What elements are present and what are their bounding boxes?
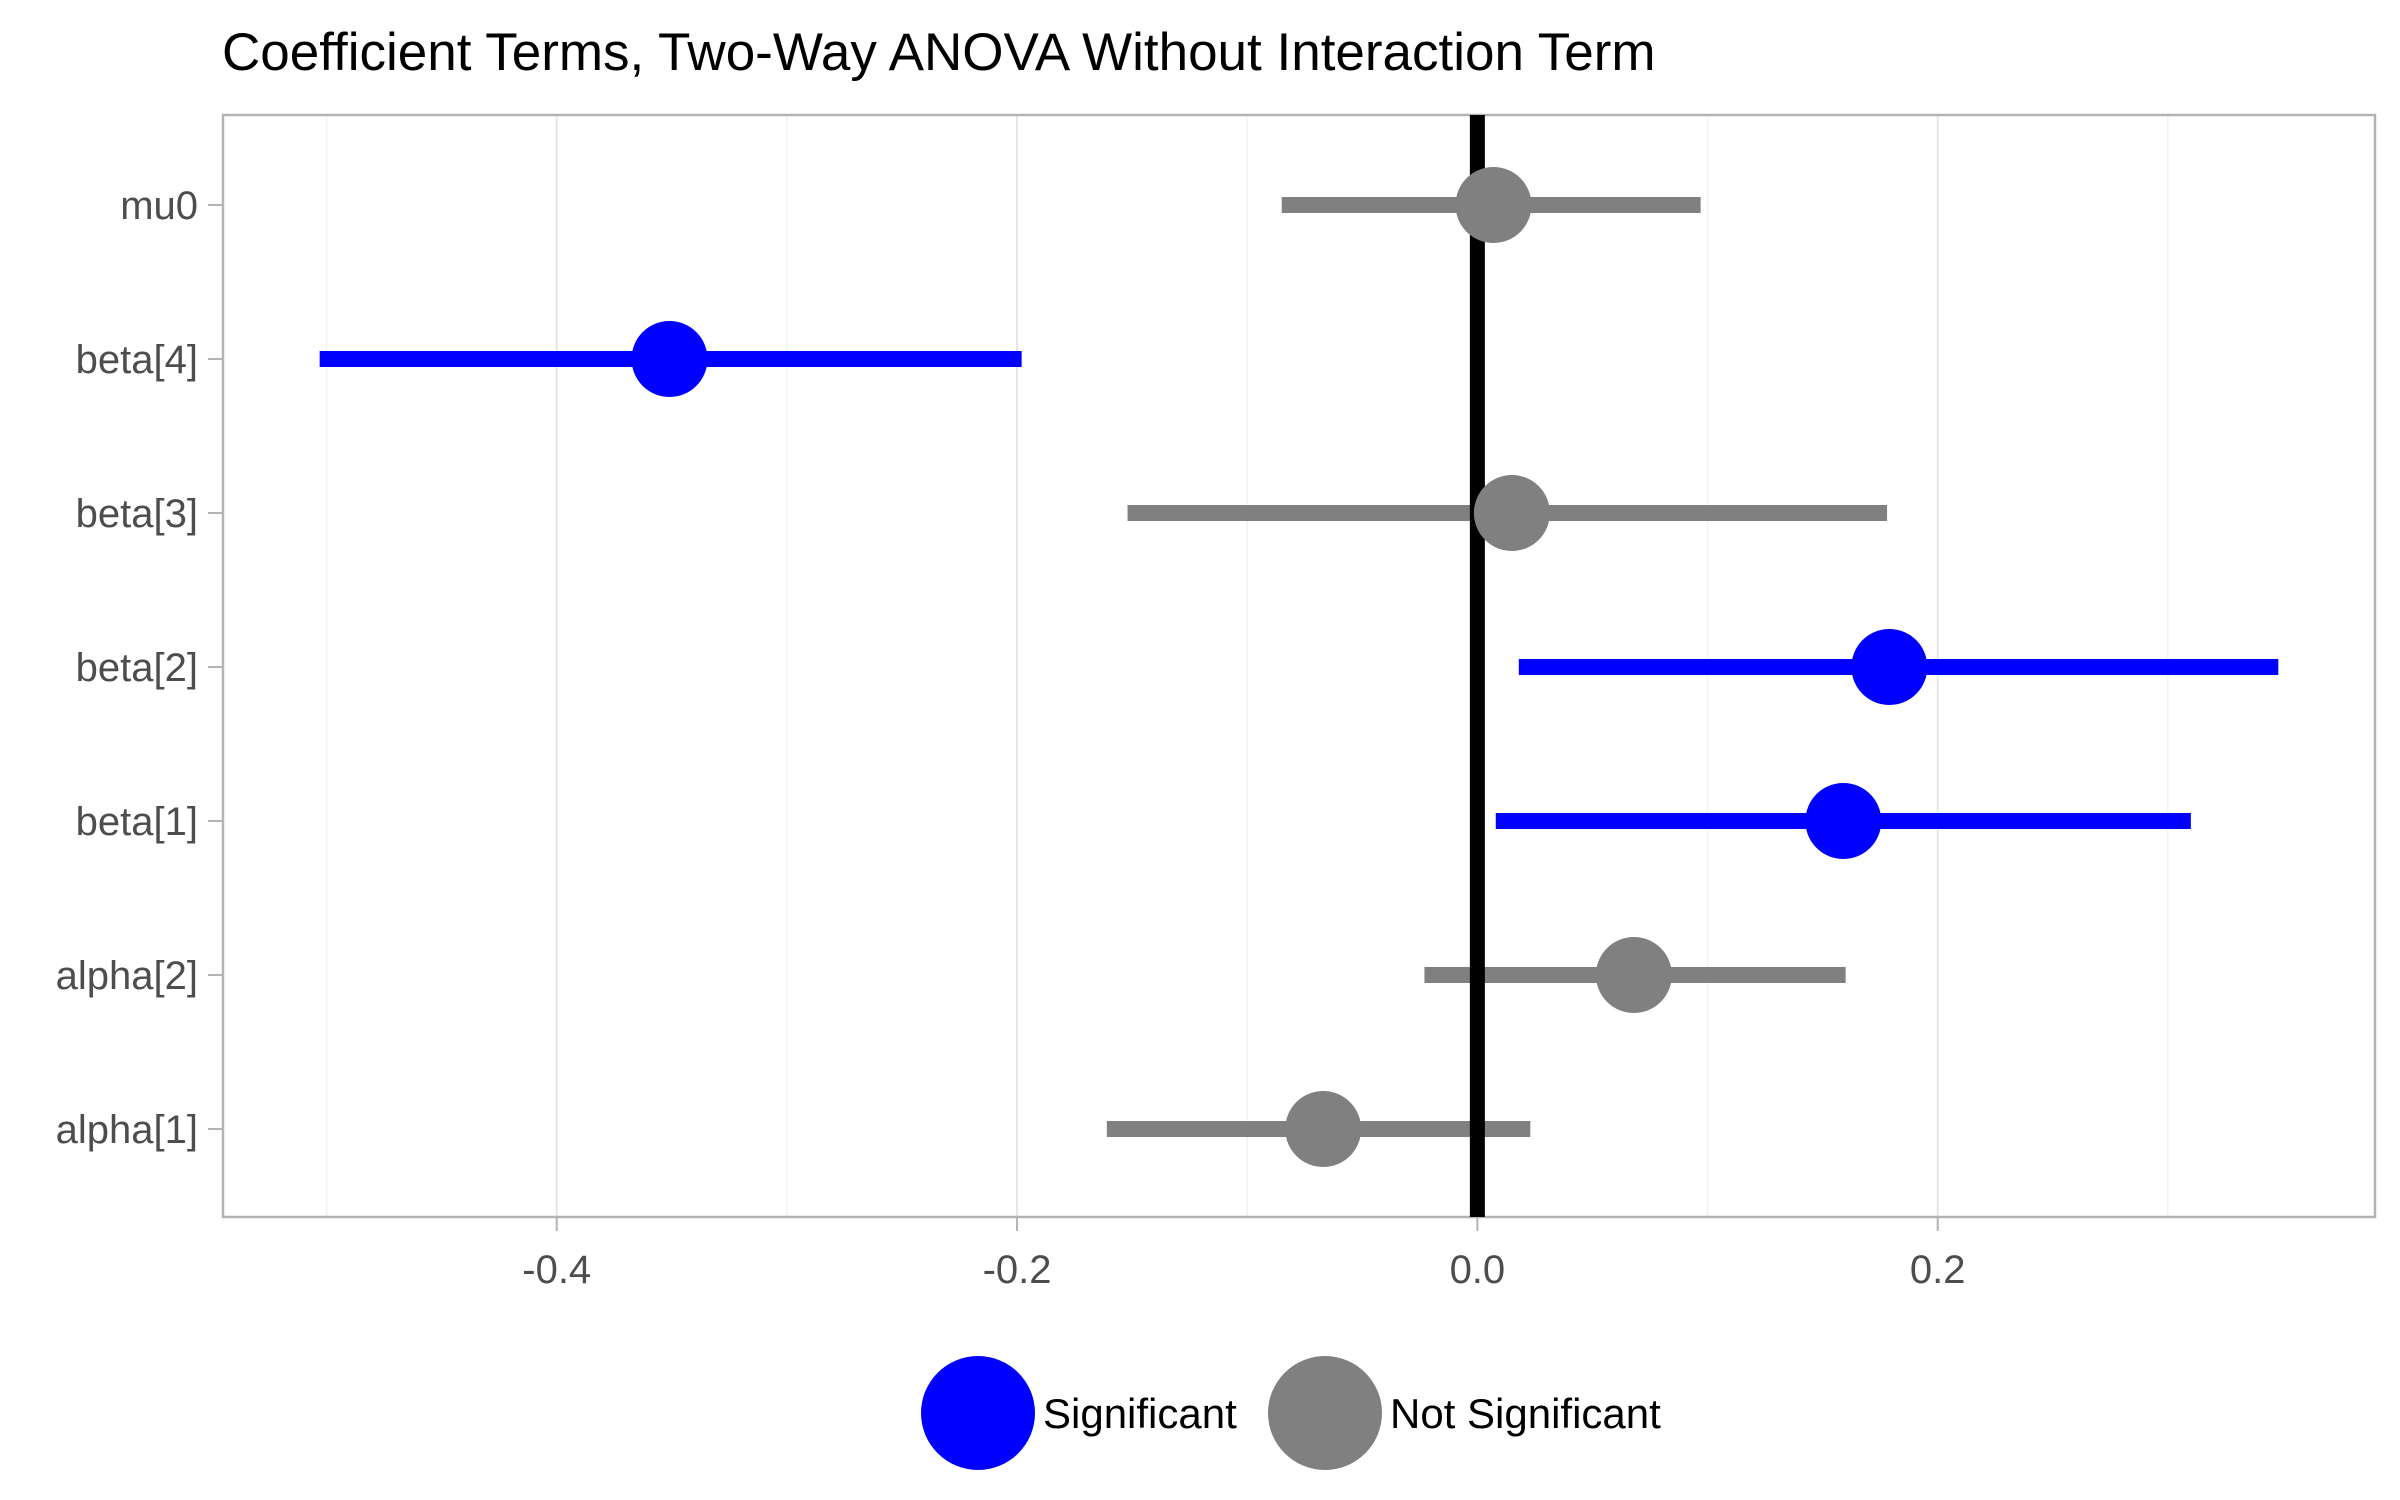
estimate-points <box>631 167 1928 1167</box>
legend: Significant Not Significant <box>921 1356 1661 1470</box>
y-tick-label: mu0 <box>120 184 198 228</box>
y-tick-label: beta[1] <box>76 800 198 844</box>
estimate-point <box>1473 475 1550 551</box>
coefficient-marks <box>319 197 2279 1137</box>
estimate-point <box>1595 937 1672 1013</box>
y-axis-labels: mu0 beta[4] beta[3] beta[2] beta[1] alpha[2] a… <box>56 184 223 1152</box>
x-tick-label: -0.4 <box>522 1248 591 1292</box>
estimate-point <box>1851 629 1928 705</box>
x-tick-label: -0.2 <box>983 1248 1052 1292</box>
legend-key <box>1268 1356 1382 1470</box>
y-tick-label: beta[3] <box>76 492 198 536</box>
chart-title: Coefficient Terms, Two-Way ANOVA Without… <box>222 23 1656 82</box>
legend-label: Not Significant <box>1390 1390 1661 1437</box>
estimate-point <box>1285 1091 1362 1167</box>
x-tick-label: 0.2 <box>1910 1248 1966 1292</box>
legend-key <box>921 1356 1035 1470</box>
estimate-point <box>631 321 708 397</box>
y-tick-label: alpha[2] <box>56 954 198 998</box>
y-tick-label: beta[2] <box>76 646 198 690</box>
x-axis-labels: -0.4 -0.2 0.0 0.2 <box>522 1217 1965 1292</box>
estimate-point <box>1455 167 1532 243</box>
estimate-point <box>1805 783 1882 859</box>
x-tick-label: 0.0 <box>1450 1248 1506 1292</box>
y-tick-label: beta[4] <box>76 338 198 382</box>
y-tick-label: alpha[1] <box>56 1108 198 1152</box>
legend-label: Significant <box>1043 1390 1237 1437</box>
